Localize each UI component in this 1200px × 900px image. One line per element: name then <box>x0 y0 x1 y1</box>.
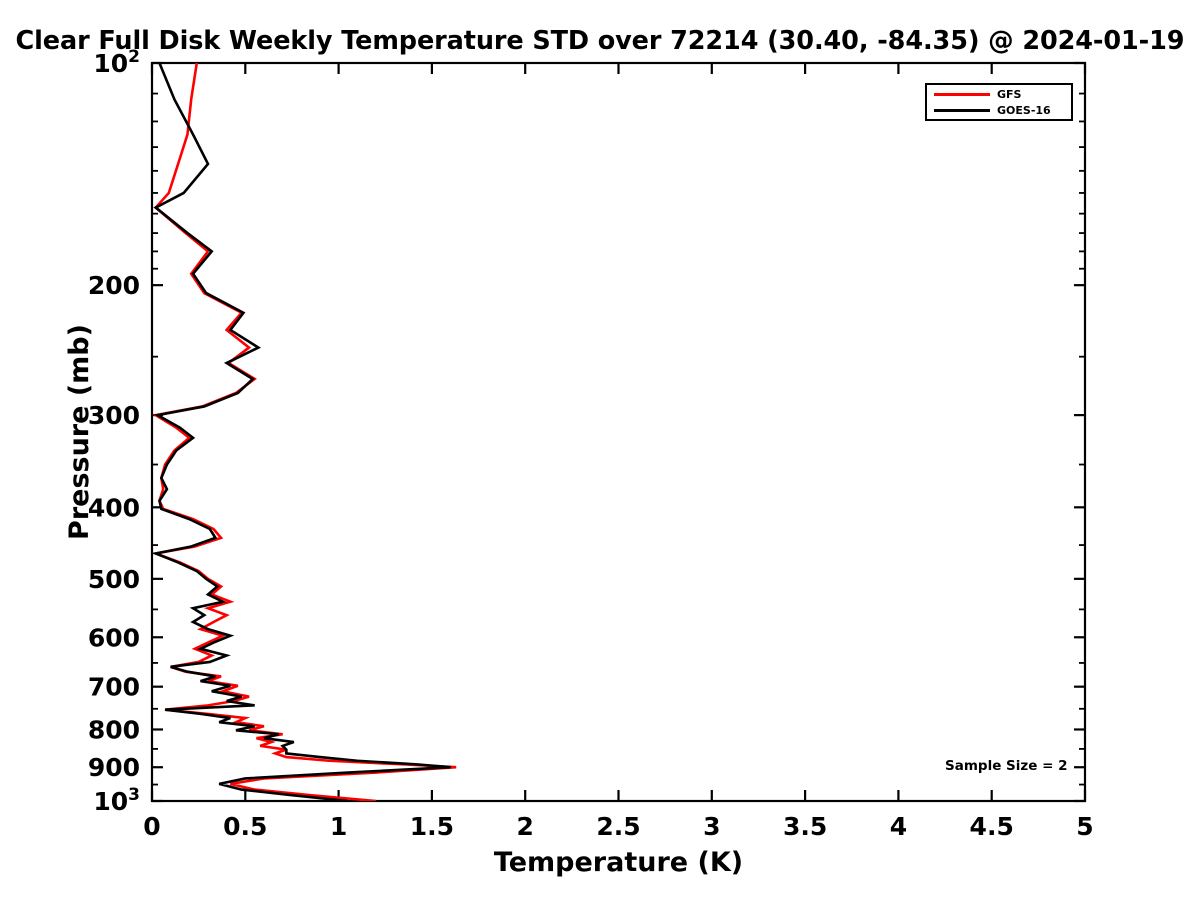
x-tick-label: 1.5 <box>410 812 454 841</box>
legend-swatch-gfs <box>934 93 990 96</box>
legend-label-goes16: GOES-16 <box>997 104 1051 117</box>
legend: GFS GOES-16 <box>925 83 1073 121</box>
series-line-goes-16 <box>152 63 451 801</box>
legend-label-gfs: GFS <box>997 88 1022 101</box>
y-tick-label: 900 <box>88 753 140 782</box>
plot-frame <box>150 61 1087 803</box>
legend-swatch-goes16 <box>934 109 990 112</box>
x-tick-label: 1 <box>330 812 347 841</box>
sample-size-annotation: Sample Size = 2 <box>945 758 1068 774</box>
x-tick-label: 3 <box>703 812 720 841</box>
x-axis-title: Temperature (K) <box>494 847 743 878</box>
x-tick-label: 4.5 <box>970 812 1014 841</box>
x-tick-label: 0 <box>143 812 160 841</box>
chart-title: Clear Full Disk Weekly Temperature STD o… <box>15 26 1185 56</box>
legend-item-gfs: GFS <box>927 86 1075 103</box>
y-tick-label: 200 <box>88 271 140 300</box>
y-tick-label: 500 <box>88 565 140 594</box>
x-tick-label: 5 <box>1076 812 1093 841</box>
y-tick-label: 600 <box>88 623 140 652</box>
legend-item-goes16: GOES-16 <box>927 102 1075 119</box>
x-tick-label: 4 <box>890 812 907 841</box>
y-tick-label: 103 <box>93 785 140 816</box>
y-tick-exponent: 3 <box>128 785 140 805</box>
y-tick-label: 400 <box>88 493 140 522</box>
y-tick-label: 102 <box>93 47 140 78</box>
x-tick-label: 2.5 <box>596 812 640 841</box>
y-axis-title: Pressure (mb) <box>64 324 95 540</box>
y-tick-label: 300 <box>88 401 140 430</box>
x-tick-label: 3.5 <box>783 812 827 841</box>
y-tick-exponent: 2 <box>128 47 140 67</box>
x-tick-label: 0.5 <box>223 812 267 841</box>
axes: 0 0.5 1 1.5 2 2.5 3 3.5 4 4.5 5 102 200 300 400 500 600 7… <box>64 47 1094 878</box>
x-tick-label: 2 <box>516 812 533 841</box>
y-tick-label: 800 <box>88 715 140 744</box>
y-tick-label: 700 <box>88 673 140 702</box>
data-series <box>152 63 457 801</box>
